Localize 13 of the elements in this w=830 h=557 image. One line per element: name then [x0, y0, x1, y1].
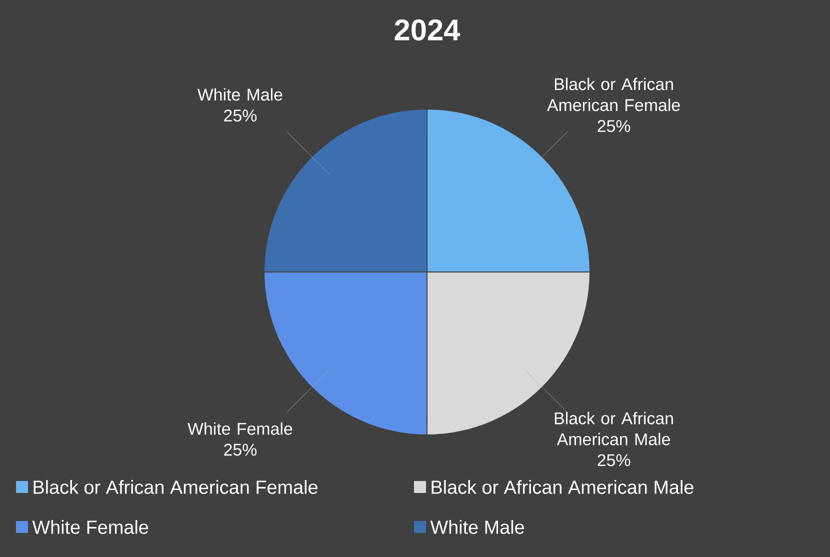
- legend-label: Black or African American Male: [432, 480, 694, 494]
- slice-label: White Female: [188, 422, 292, 435]
- data-label: 25%: [224, 444, 257, 456]
- legend-label: Black or African American Female: [34, 480, 318, 494]
- legend-label: White Female: [32, 520, 148, 534]
- slice-label: Black or African American Female: [547, 78, 680, 112]
- slice-label: Black or African American Male: [554, 412, 673, 446]
- data-label: 25%: [598, 120, 630, 132]
- chart-title: 2024: [394, 19, 460, 41]
- data-label: 25%: [598, 454, 630, 466]
- slice-label: White Male: [197, 88, 282, 101]
- data-label: 25%: [224, 110, 257, 122]
- legend-label: White Male: [430, 520, 524, 534]
